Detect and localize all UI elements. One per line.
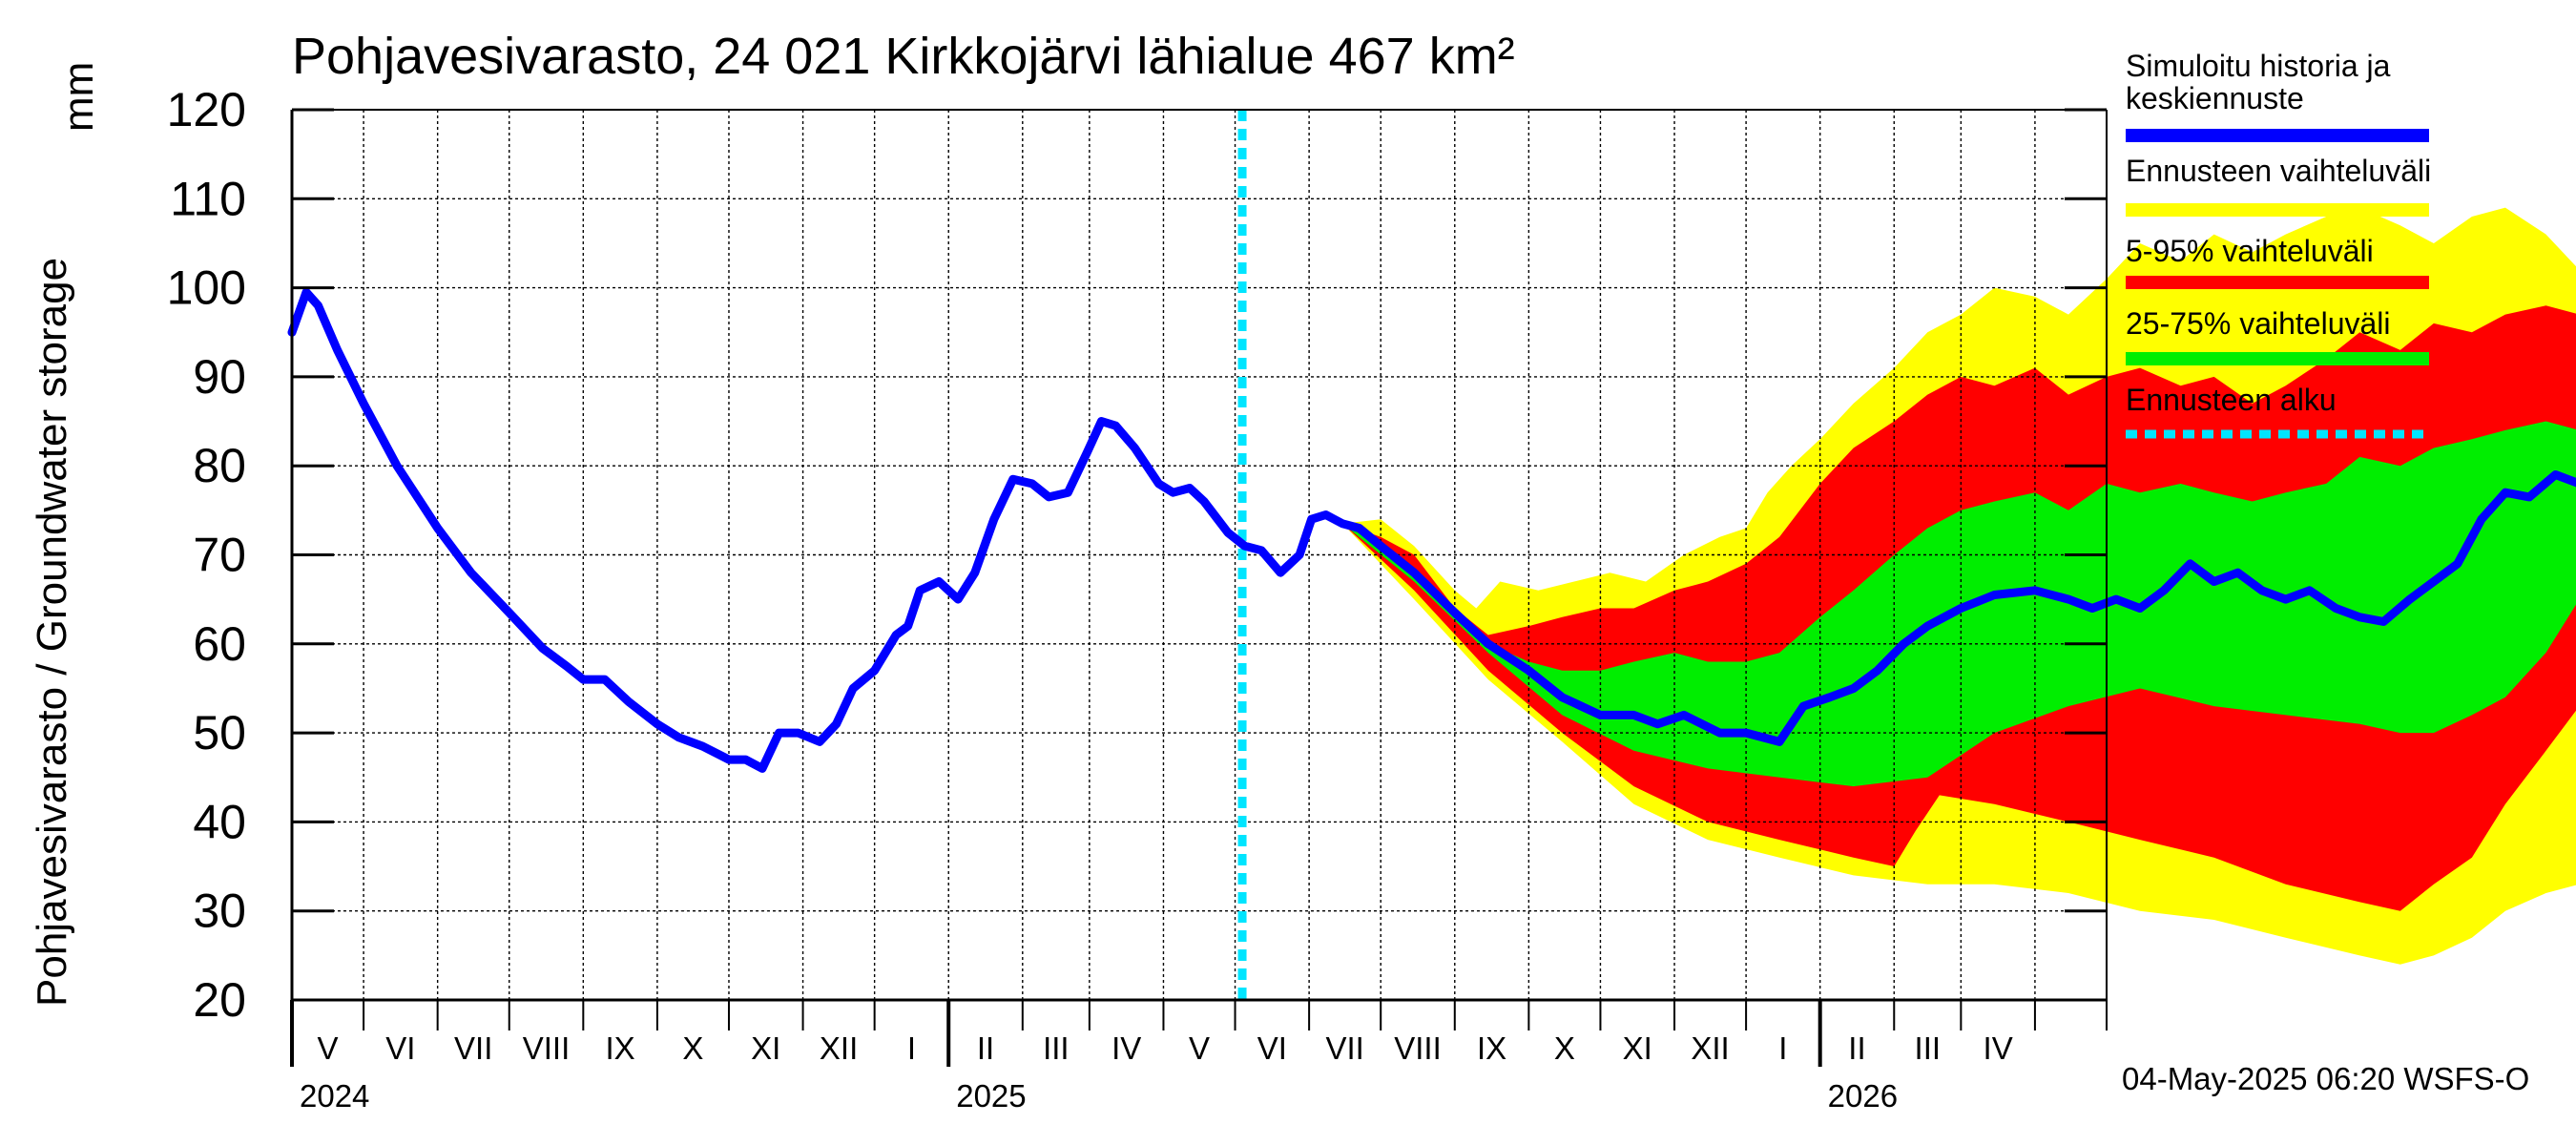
legend-swatch-3	[2126, 352, 2429, 365]
month-label: IV	[1111, 1030, 1141, 1066]
month-label: X	[1554, 1030, 1575, 1066]
year-label: 2026	[1828, 1078, 1898, 1114]
month-label: III	[1043, 1030, 1070, 1066]
axes	[290, 108, 2108, 1067]
legend-swatch-1	[2126, 203, 2429, 217]
month-label: I	[1778, 1030, 1787, 1066]
month-label: VIII	[1394, 1030, 1442, 1066]
month-label: IX	[606, 1030, 635, 1066]
legend-label-25-75: 25-75% vaihteluväli	[2126, 306, 2391, 341]
legend-swatch-2	[2126, 276, 2429, 289]
y-tick-label: 40	[193, 795, 246, 848]
month-label: XII	[820, 1030, 858, 1066]
legend-label-5-95: 5-95% vaihteluväli	[2126, 234, 2374, 268]
legend-label-forecast-range: Ennusteen vaihteluväli	[2126, 154, 2432, 188]
year-label: 2025	[956, 1078, 1026, 1114]
month-label: VII	[1325, 1030, 1363, 1066]
y-tick-label: 120	[167, 83, 246, 136]
legend-label-forecast-start: Ennusteen alku	[2126, 383, 2337, 417]
y-tick-label: 60	[193, 617, 246, 671]
chart-title: Pohjavesivarasto, 24 021 Kirkkojärvi läh…	[292, 28, 1515, 85]
month-label: I	[907, 1030, 916, 1066]
y-tick-label: 70	[193, 529, 246, 582]
month-label: VI	[1257, 1030, 1287, 1066]
y-tick-label: 20	[193, 973, 246, 1027]
month-label: III	[1915, 1030, 1942, 1066]
month-label: II	[977, 1030, 994, 1066]
y-tick-label: 50	[193, 706, 246, 760]
series-line-0	[287, 287, 2576, 773]
timestamp-footer: 04-May-2025 06:20 WSFS-O	[2122, 1061, 2530, 1096]
y-axis-unit: mm	[55, 61, 102, 132]
month-label: VIII	[523, 1030, 571, 1066]
legend-swatch-0	[2126, 129, 2429, 142]
month-label: VI	[385, 1030, 415, 1066]
forecast-bands	[1342, 207, 2576, 965]
month-label: IX	[1477, 1030, 1506, 1066]
month-label: X	[682, 1030, 703, 1066]
series-lines	[287, 287, 2576, 773]
legend-swatches	[2126, 129, 2429, 439]
y-tick-label: 80	[193, 439, 246, 492]
y-tick-label: 90	[193, 350, 246, 404]
month-label: XI	[1623, 1030, 1652, 1066]
month-label: IV	[1984, 1030, 2013, 1066]
band-2	[1342, 421, 2576, 787]
year-label: 2024	[300, 1078, 369, 1114]
y-tick-label: 30	[193, 885, 246, 938]
y-tick-label: 100	[167, 261, 246, 315]
month-label: II	[1848, 1030, 1865, 1066]
y-axis-label: Pohjavesivarasto / Groundwater storage	[29, 257, 75, 1007]
legend-label-mean: Simuloitu historia ja keskiennuste	[2126, 49, 2391, 115]
month-label: VII	[454, 1030, 492, 1066]
month-label: V	[318, 1030, 339, 1066]
month-label: XII	[1691, 1030, 1729, 1066]
month-label: XI	[751, 1030, 780, 1066]
month-label: V	[1189, 1030, 1210, 1066]
y-tick-label: 110	[170, 172, 246, 225]
